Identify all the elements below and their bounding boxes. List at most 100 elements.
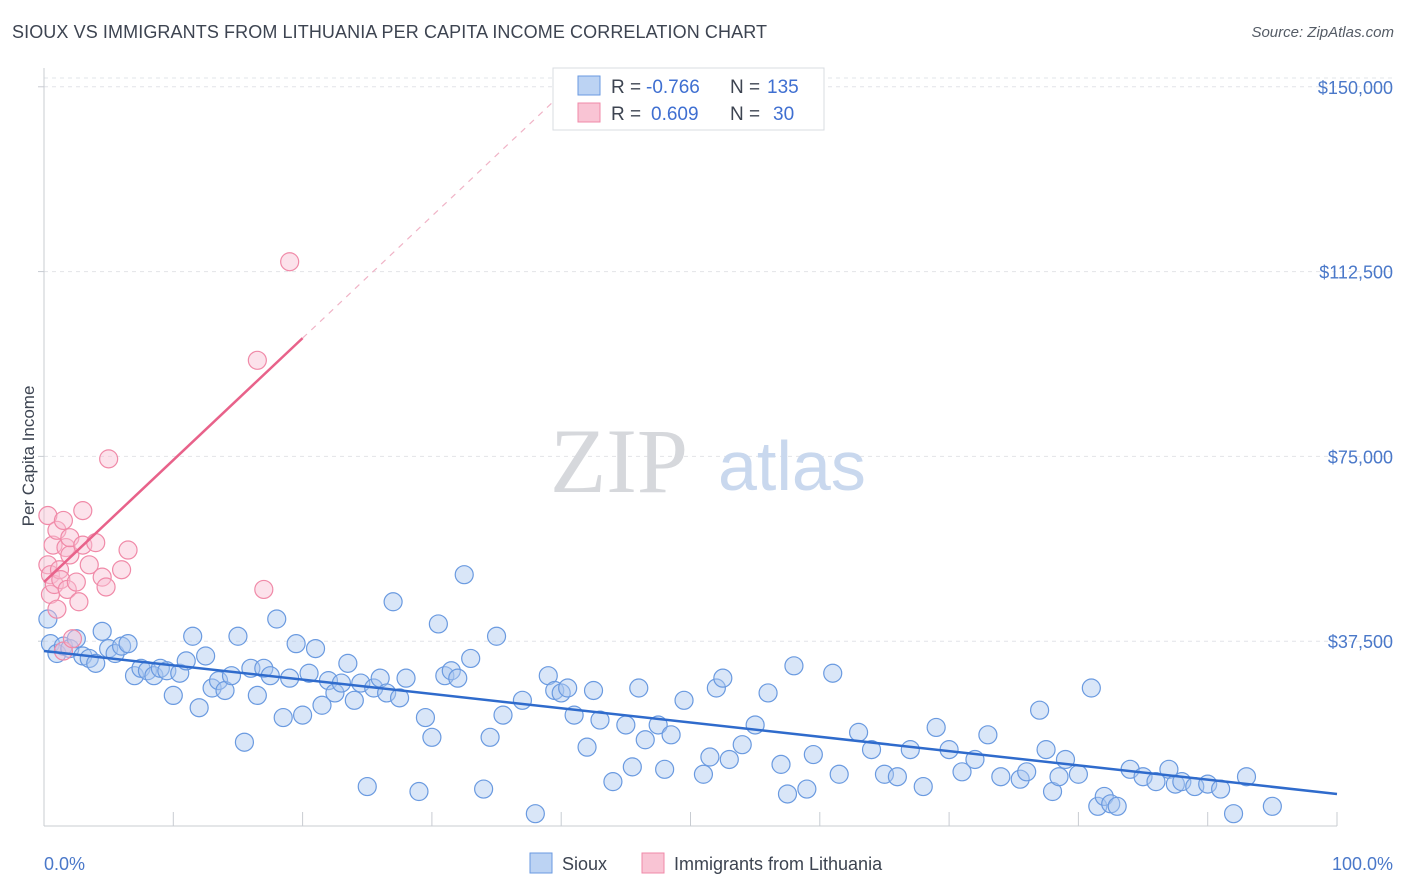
sioux-point-100 xyxy=(797,779,817,799)
sioux-point-77 xyxy=(577,737,597,757)
sioux-point-91 xyxy=(706,678,726,698)
watermark-atlas: atlas xyxy=(718,427,866,505)
sioux-point-86 xyxy=(655,759,675,779)
chart-title: SIOUX VS IMMIGRANTS FROM LITHUANIA PER C… xyxy=(12,22,768,42)
sioux-point-42 xyxy=(305,638,326,659)
sioux-point-92 xyxy=(713,668,733,688)
lithuania-trend-extension xyxy=(302,93,562,339)
sioux-point-71 xyxy=(525,804,545,824)
sioux-point-98 xyxy=(777,784,798,804)
sioux-point-75 xyxy=(558,678,578,698)
lithuania-point-9 xyxy=(51,569,71,590)
x-tick-labels: 0.0% 100.0% xyxy=(44,854,1393,874)
stats-n-value-sioux: 135 xyxy=(767,77,799,98)
x-tick-min: 0.0% xyxy=(44,854,85,874)
sioux-point-21 xyxy=(170,663,190,683)
lithuania-point-20 xyxy=(73,501,93,521)
sioux-point-37 xyxy=(273,707,293,728)
sioux-point-124 xyxy=(1081,678,1101,698)
sioux-point-54 xyxy=(383,592,403,612)
sioux-point-56 xyxy=(396,668,416,688)
sioux-point-67 xyxy=(480,727,500,747)
sioux-point-139 xyxy=(1236,767,1257,787)
sioux-point-108 xyxy=(900,740,920,760)
sioux-point-104 xyxy=(848,722,869,742)
sioux-point-30 xyxy=(228,626,248,646)
lithuania-point-27 xyxy=(118,540,138,560)
legend: Sioux Immigrants from Lithuania xyxy=(529,852,883,874)
sioux-point-69 xyxy=(493,705,513,725)
sioux-point-110 xyxy=(926,717,946,738)
sioux-point-63 xyxy=(448,668,468,688)
sioux-point-59 xyxy=(422,727,442,747)
legend-swatch-sioux xyxy=(529,852,553,874)
sioux-point-31 xyxy=(234,732,255,752)
sioux-point-118 xyxy=(1030,700,1050,720)
sioux-point-82 xyxy=(622,757,642,777)
sioux-point-109 xyxy=(913,776,933,797)
sioux-point-138 xyxy=(1223,804,1244,824)
watermark-zip: ZIP xyxy=(550,410,688,512)
legend-label-sioux: Sioux xyxy=(562,854,607,874)
stats-n-label-sioux: N = xyxy=(730,77,760,98)
lithuania-point-21 xyxy=(79,555,99,575)
stats-r-label-lithuania: R = xyxy=(611,104,641,125)
y-tick-label-1: $75,000 xyxy=(1328,447,1393,467)
sioux-point-24 xyxy=(189,698,209,718)
sioux-point-78 xyxy=(583,680,604,701)
sioux-point-128 xyxy=(1107,796,1127,816)
sioux-point-8 xyxy=(86,653,106,673)
lithuania-point-25 xyxy=(99,449,119,469)
sioux-point-43 xyxy=(312,695,332,715)
lithuania-trend-line xyxy=(43,337,304,583)
series-sioux-points xyxy=(38,565,1282,824)
sioux-point-47 xyxy=(338,653,358,673)
lithuania-point-18 xyxy=(69,592,89,612)
axes xyxy=(38,68,1338,827)
lithuania-point-14 xyxy=(60,545,80,565)
sioux-point-70 xyxy=(512,690,533,710)
sioux-point-57 xyxy=(409,781,429,802)
sioux-point-112 xyxy=(952,762,972,782)
stats-r-value-lithuania: 0.609 xyxy=(651,104,699,125)
sioux-point-88 xyxy=(674,690,694,710)
y-axis-label: Per Capita Income xyxy=(19,386,38,527)
stats-n-label-lithuania: N = xyxy=(730,104,760,125)
sioux-point-140 xyxy=(1262,796,1282,816)
sioux-point-74 xyxy=(551,683,571,703)
lithuania-point-7 xyxy=(47,599,67,619)
series-lithuania-points xyxy=(38,252,300,661)
sioux-point-96 xyxy=(758,683,778,703)
sioux-point-64 xyxy=(454,565,474,585)
sioux-point-119 xyxy=(1036,740,1056,760)
sioux-point-99 xyxy=(784,656,804,676)
sioux-point-121 xyxy=(1049,767,1069,787)
lithuania-point-29 xyxy=(247,350,267,370)
sioux-point-40 xyxy=(293,705,313,725)
sioux-point-29 xyxy=(221,666,242,686)
sioux-point-103 xyxy=(829,764,849,784)
lithuania-point-0 xyxy=(38,505,58,526)
sioux-point-36 xyxy=(267,609,287,629)
lithuania-point-26 xyxy=(111,560,132,580)
sioux-point-80 xyxy=(603,772,623,792)
sioux-point-81 xyxy=(616,715,636,735)
y-tick-label-3: $150,000 xyxy=(1318,78,1393,98)
sioux-point-87 xyxy=(661,725,681,745)
sioux-point-117 xyxy=(1017,762,1037,782)
sioux-point-68 xyxy=(486,626,507,646)
sioux-point-50 xyxy=(357,776,377,797)
sioux-point-131 xyxy=(1146,772,1166,792)
stats-swatch-sioux xyxy=(577,75,601,96)
watermark: ZIP atlas xyxy=(550,410,866,512)
sioux-point-41 xyxy=(299,663,319,683)
grid-lines xyxy=(44,77,1395,642)
sioux-point-48 xyxy=(344,690,364,710)
x-tick-max: 100.0% xyxy=(1332,854,1393,874)
sioux-point-107 xyxy=(887,767,907,787)
lithuania-point-8 xyxy=(49,560,70,580)
y-tick-labels: $37,500 $75,000 $112,500 $150,000 xyxy=(1318,78,1393,652)
sioux-trend-line xyxy=(43,649,1338,796)
sioux-point-66 xyxy=(474,779,494,799)
